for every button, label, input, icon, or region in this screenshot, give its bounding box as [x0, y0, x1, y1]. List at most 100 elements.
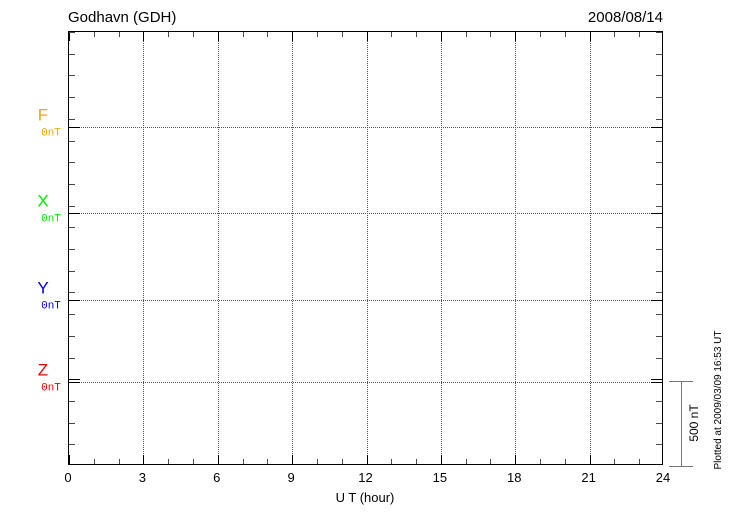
axis-tick: [217, 455, 219, 464]
axis-tick: [656, 75, 662, 77]
axis-tick: [564, 459, 566, 464]
axis-tick: [93, 459, 95, 464]
axis-tick: [69, 140, 75, 142]
axis-tick: [656, 400, 662, 402]
axis-tick-major: [651, 213, 662, 214]
axis-tick: [242, 32, 244, 37]
scale-bar-bottom-cap: [669, 466, 693, 467]
axis-tick: [69, 183, 75, 185]
axis-tick: [416, 32, 418, 37]
scale-bar-top-cap: [669, 381, 693, 382]
axis-tick: [589, 455, 591, 464]
axis-tick: [316, 459, 318, 464]
axis-tick: [168, 32, 170, 37]
axis-tick: [656, 335, 662, 337]
axis-tick: [267, 459, 269, 464]
axis-tick: [656, 140, 662, 142]
x-axis-tick-label: 24: [655, 470, 671, 485]
axis-tick: [69, 53, 75, 55]
axis-tick: [515, 455, 517, 464]
axis-tick: [490, 32, 492, 37]
component-label-f: F: [37, 105, 49, 125]
axis-tick: [589, 32, 591, 41]
gridline-baseline-y: [69, 300, 662, 301]
page-title: Godhavn (GDH): [68, 9, 177, 26]
gridline-vertical: [366, 32, 368, 464]
axis-tick: [69, 162, 75, 164]
axis-tick-major: [69, 213, 80, 214]
component-baseline-value-f: 0nT: [41, 127, 61, 140]
axis-tick: [292, 455, 294, 464]
axis-tick: [292, 32, 294, 41]
plot-area: [68, 31, 663, 465]
axis-tick: [564, 32, 566, 37]
axis-tick: [118, 459, 120, 464]
component-label-z: Z: [37, 360, 49, 380]
chart-date: 2008/08/14: [587, 9, 663, 26]
gridline-baseline-x: [69, 213, 662, 214]
axis-tick: [69, 118, 75, 120]
axis-tick: [69, 270, 75, 272]
axis-tick: [69, 249, 75, 250]
axis-tick: [465, 32, 467, 37]
axis-tick: [341, 32, 343, 37]
axis-tick: [69, 227, 75, 229]
axis-tick: [656, 32, 662, 33]
axis-tick: [118, 32, 120, 37]
scale-bar-label: 500 nT: [687, 404, 701, 442]
axis-tick: [656, 97, 662, 99]
axis-tick: [341, 459, 343, 464]
axis-tick: [656, 422, 662, 424]
axis-tick: [366, 32, 368, 41]
gridline-vertical: [292, 32, 294, 464]
axis-tick: [69, 357, 75, 359]
gridline-baseline-f: [69, 127, 662, 128]
axis-tick: [366, 455, 368, 464]
component-baseline-value-y: 0nT: [41, 300, 61, 313]
axis-tick: [242, 459, 244, 464]
axis-tick-major: [69, 382, 80, 383]
axis-tick: [69, 205, 75, 207]
axis-tick: [69, 400, 75, 402]
axis-tick: [440, 455, 442, 464]
axis-tick: [656, 162, 662, 164]
axis-tick: [267, 32, 269, 37]
axis-tick: [656, 249, 662, 250]
axis-tick: [515, 32, 517, 41]
gridline-vertical: [589, 32, 591, 464]
component-baseline-value-x: 0nT: [41, 213, 61, 226]
axis-tick: [656, 314, 662, 316]
axis-tick: [69, 75, 75, 77]
axis-tick: [656, 227, 662, 229]
axis-tick: [614, 459, 616, 464]
axis-tick: [651, 379, 662, 381]
axis-tick: [656, 205, 662, 207]
x-axis-title: U T (hour): [335, 490, 395, 505]
axis-tick: [69, 314, 75, 316]
axis-tick-major: [69, 127, 80, 128]
axis-tick: [656, 357, 662, 359]
axis-tick: [192, 32, 194, 37]
x-axis-tick-label: 15: [432, 470, 448, 485]
axis-tick: [69, 422, 75, 424]
axis-tick: [614, 32, 616, 37]
axis-tick: [69, 444, 75, 446]
axis-tick: [69, 32, 75, 33]
gridline-baseline-z: [69, 382, 662, 383]
axis-tick: [656, 118, 662, 120]
axis-tick: [69, 455, 70, 464]
axis-tick: [656, 270, 662, 272]
axis-tick: [391, 32, 393, 37]
axis-tick: [168, 459, 170, 464]
axis-tick: [656, 444, 662, 446]
axis-tick: [391, 459, 393, 464]
axis-tick: [143, 455, 145, 464]
axis-tick: [540, 32, 542, 37]
axis-tick: [316, 32, 318, 37]
axis-tick: [192, 459, 194, 464]
plot-gridlines: [69, 32, 662, 464]
axis-tick: [639, 459, 641, 464]
axis-tick-major: [69, 300, 80, 301]
x-axis-tick-label: 21: [581, 470, 596, 485]
axis-tick: [143, 32, 145, 41]
